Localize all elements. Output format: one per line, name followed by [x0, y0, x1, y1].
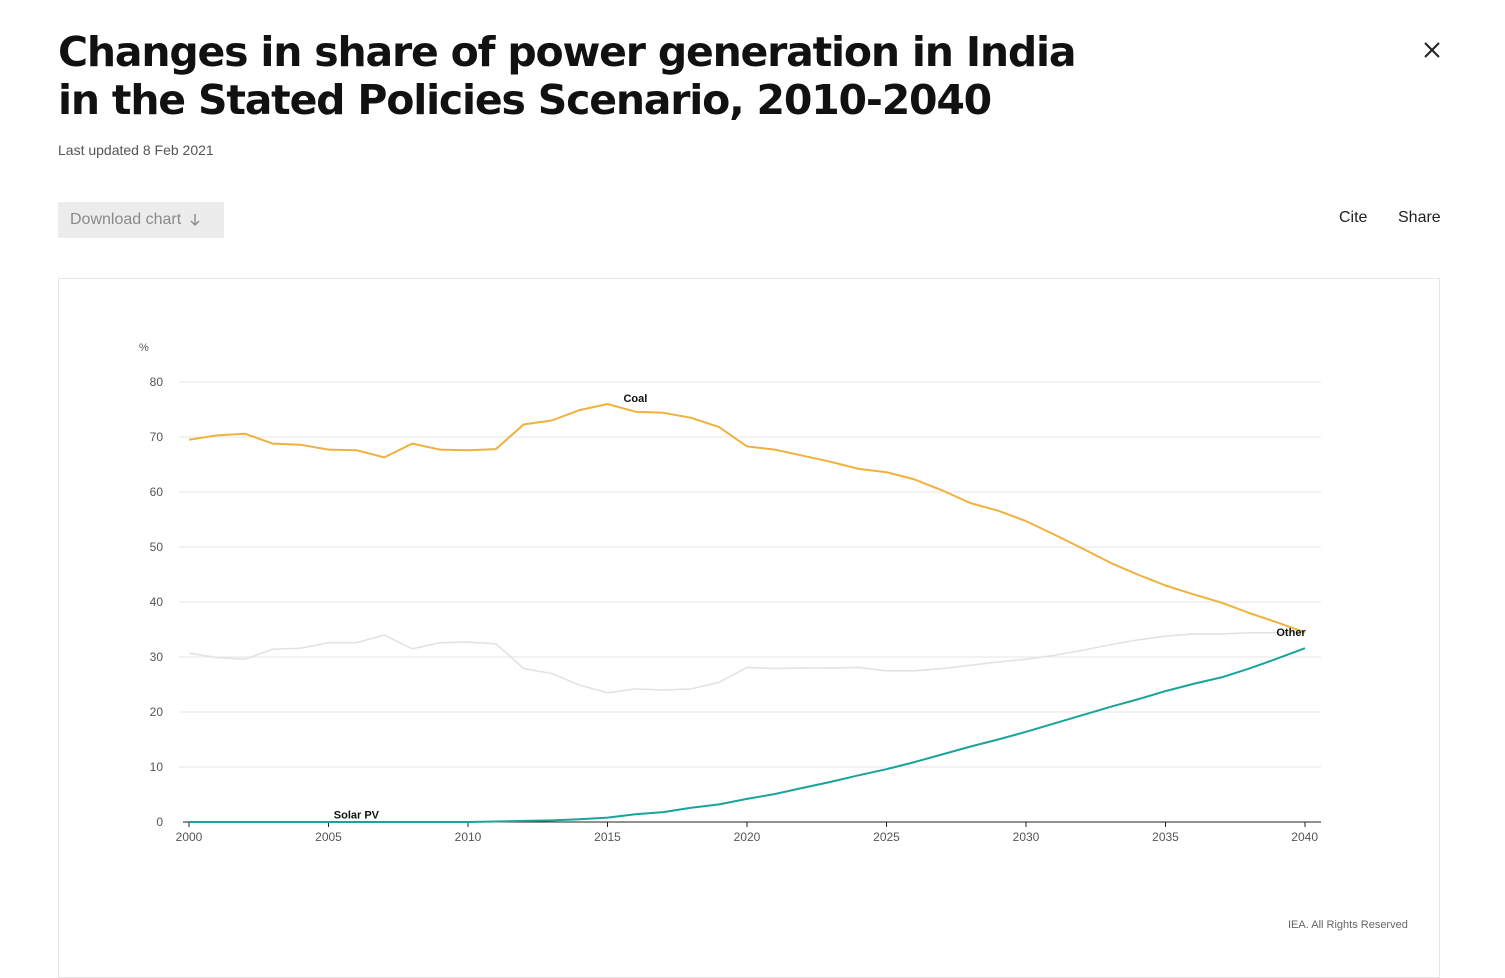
y-tick-label: 20 [150, 705, 164, 719]
arrow-down-icon [190, 214, 200, 226]
y-tick-label: 50 [150, 540, 164, 554]
download-chart-label: Download chart [70, 211, 182, 228]
x-tick-label: 2035 [1152, 830, 1179, 844]
x-tick-label: 2030 [1013, 830, 1040, 844]
y-tick-label: 80 [150, 375, 164, 389]
y-tick-label: 10 [150, 760, 164, 774]
download-chart-button[interactable]: Download chart [58, 202, 224, 238]
series-label-coal: Coal [623, 393, 647, 405]
y-tick-label: 40 [150, 595, 164, 609]
page-title: Changes in share of power generation in … [58, 28, 1077, 124]
series-label-other: Other [1276, 627, 1306, 639]
chart-container: 0 10 20 30 40 50 60 70 80% 2000 2005 2010 2015 2020 20… [58, 278, 1440, 978]
x-tick-label: 2040 [1291, 830, 1318, 844]
share-link[interactable]: Share [1398, 209, 1441, 226]
y-tick-label: 30 [150, 650, 164, 664]
x-tick-label: 2020 [734, 830, 761, 844]
last-updated: Last updated 8 Feb 2021 [58, 142, 214, 158]
y-tick-label: 60 [150, 485, 164, 499]
cite-link[interactable]: Cite [1339, 209, 1368, 226]
y-tick-label: 70 [150, 430, 164, 444]
series-line-coal [188, 403, 1306, 634]
close-icon [1424, 42, 1440, 58]
x-tick-label: 2015 [594, 830, 621, 844]
series-label-solar-pv: Solar PV [334, 809, 380, 821]
y-axis-label: % [139, 342, 149, 354]
x-tick-label: 2025 [873, 830, 900, 844]
series-line-other [188, 631, 1306, 694]
close-button[interactable] [1416, 34, 1448, 66]
series-line-solar-pv [189, 647, 1306, 823]
x-tick-label: 2005 [315, 830, 342, 844]
x-tick-label: 2010 [455, 830, 482, 844]
chart-credit: IEA. All Rights Reserved [1288, 919, 1408, 931]
y-tick-label: 0 [156, 815, 163, 829]
x-tick-label: 2000 [176, 830, 203, 844]
